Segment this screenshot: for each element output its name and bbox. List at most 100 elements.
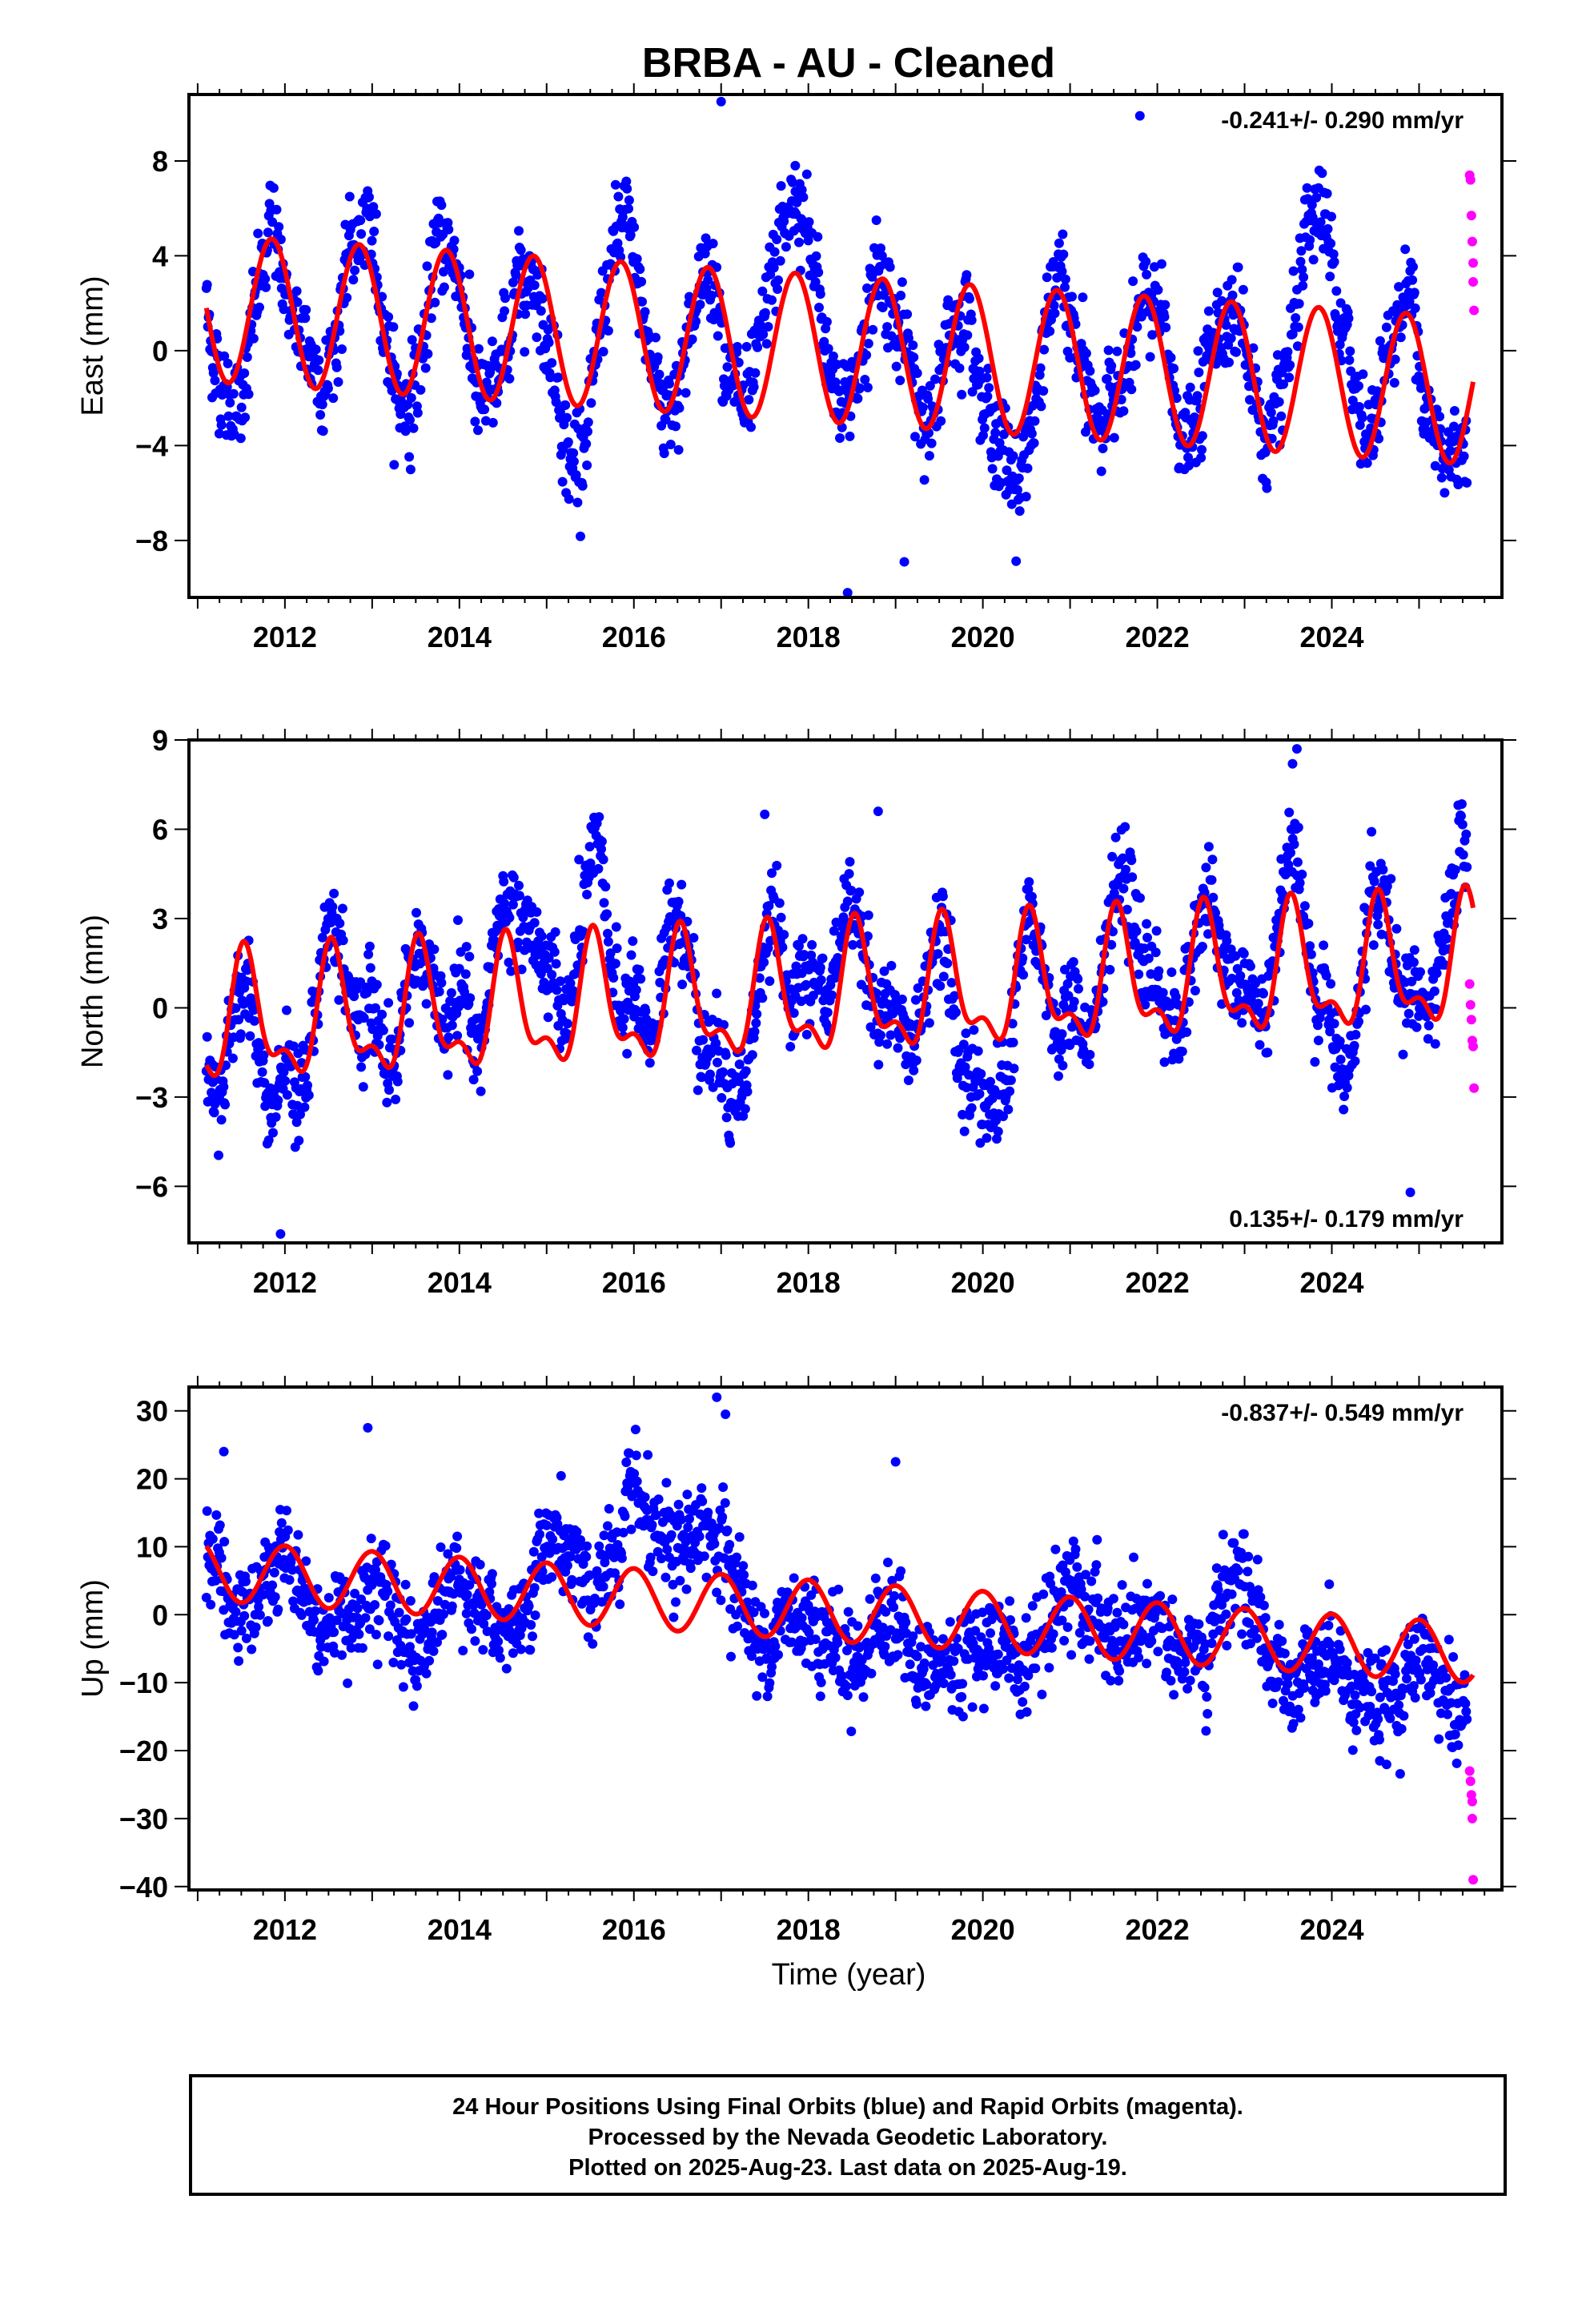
x-tick-label: 2022 (1126, 1266, 1190, 1299)
data-point (861, 350, 872, 360)
data-point (487, 1569, 497, 1579)
data-point (384, 1085, 394, 1095)
data-point (235, 1029, 246, 1039)
data-point (644, 1058, 655, 1068)
data-point (1121, 864, 1131, 875)
data-point (1299, 901, 1310, 911)
data-point (412, 1681, 422, 1691)
x-tick-label: 2016 (602, 1266, 666, 1299)
data-point (288, 1109, 299, 1120)
data-point (817, 953, 828, 963)
data-point (721, 1112, 732, 1123)
data-point (467, 1624, 476, 1634)
data-point (733, 1076, 744, 1087)
data-point (634, 964, 644, 975)
y-tick-label: 9 (152, 724, 168, 757)
data-point (823, 344, 833, 354)
data-point (1311, 192, 1322, 203)
data-point (478, 1645, 488, 1655)
y-tick-label: 6 (152, 813, 168, 846)
data-point (492, 398, 502, 408)
data-point (1110, 832, 1121, 842)
data-point (640, 307, 650, 317)
data-point (804, 217, 814, 227)
data-point (630, 1425, 640, 1434)
data-point (1319, 940, 1329, 951)
data-point (1313, 1035, 1323, 1046)
data-point (794, 237, 804, 247)
data-point (862, 931, 873, 941)
data-point (1310, 1057, 1320, 1067)
data-point (1389, 378, 1399, 388)
data-point (362, 987, 372, 998)
data-point (1231, 951, 1241, 961)
data-point (895, 376, 905, 385)
data-point (1398, 1049, 1408, 1059)
data-point (624, 195, 634, 205)
data-point (582, 460, 592, 470)
data-point (206, 1599, 216, 1610)
data-point (1159, 1057, 1170, 1068)
data-point (1081, 348, 1091, 359)
data-point (1351, 1030, 1361, 1039)
data-point (235, 433, 246, 444)
data-point (1073, 974, 1083, 984)
data-point (787, 177, 797, 187)
data-point (227, 1053, 238, 1063)
data-point (323, 1593, 334, 1603)
data-point (359, 1013, 369, 1023)
data-point (1185, 382, 1195, 392)
data-point (1006, 1614, 1015, 1625)
data-point (202, 279, 212, 290)
data-point (447, 1601, 457, 1611)
data-point (1004, 1673, 1014, 1683)
data-point (440, 1599, 450, 1610)
data-point (299, 1583, 310, 1594)
data-point (765, 1678, 775, 1688)
data-point (969, 1025, 979, 1035)
data-point (673, 1499, 684, 1510)
data-point (998, 1112, 1009, 1121)
data-point (1405, 1187, 1415, 1197)
data-point (464, 1580, 475, 1590)
data-point (1132, 322, 1142, 332)
data-point (583, 417, 593, 428)
data-point (993, 1649, 1003, 1659)
data-point (1326, 979, 1336, 989)
data-point (279, 1067, 289, 1077)
data-point (1085, 366, 1095, 376)
data-point (1259, 988, 1268, 999)
plot-frame (187, 738, 1504, 1244)
data-point (1208, 892, 1219, 903)
data-point (879, 1650, 889, 1660)
data-point (331, 1615, 342, 1626)
data-point (865, 1022, 876, 1032)
data-point (954, 363, 965, 373)
data-point (1227, 973, 1237, 983)
data-point (820, 1659, 830, 1669)
data-point (1354, 1016, 1363, 1027)
rapid-point (1466, 211, 1476, 221)
y-tick-label: 3 (152, 903, 168, 935)
data-point (239, 1610, 250, 1621)
data-point (1293, 822, 1303, 833)
data-point (383, 312, 394, 322)
data-point (1323, 223, 1333, 234)
data-point (785, 1042, 796, 1051)
data-point (311, 344, 321, 355)
data-point (1026, 428, 1037, 439)
data-point (962, 330, 973, 340)
data-point (516, 964, 527, 975)
data-point (1298, 280, 1308, 291)
data-point (924, 1018, 934, 1028)
data-point (981, 1660, 991, 1671)
data-point (1462, 477, 1472, 488)
data-point (514, 880, 524, 891)
data-point (532, 332, 542, 343)
data-point (978, 1671, 988, 1681)
data-point (1346, 366, 1356, 376)
data-point (901, 1617, 911, 1627)
data-point (739, 1570, 749, 1580)
data-point (253, 228, 263, 239)
data-point (753, 342, 763, 352)
